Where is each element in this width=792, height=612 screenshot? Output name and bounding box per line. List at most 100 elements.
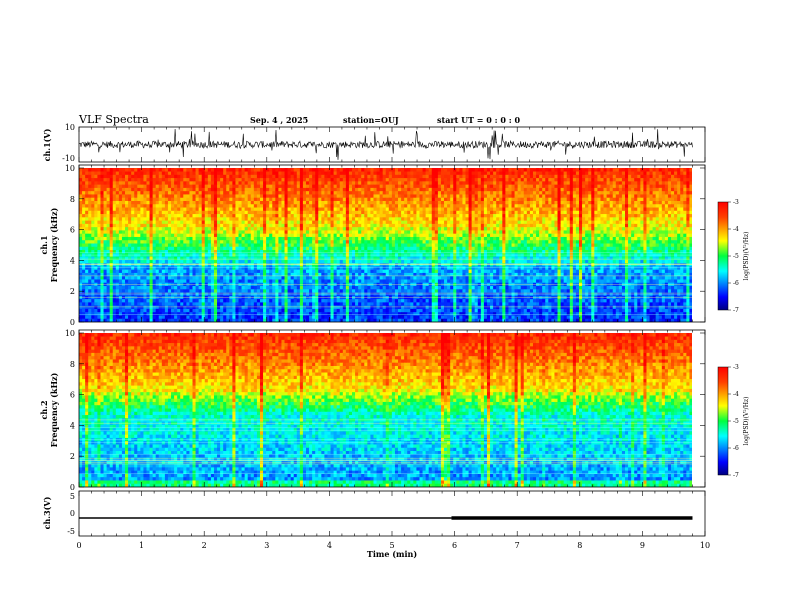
spectrogram-cell [364,220,368,225]
spectrogram-cell [539,194,543,199]
spectrogram-cell [250,168,255,169]
spectrogram-cell [560,200,565,205]
spectrogram-cell [269,168,273,172]
spectrogram-cell [118,207,123,212]
spectrogram-cell [554,191,558,195]
spectrogram-cell [410,227,414,231]
spectrogram-cell [352,236,356,241]
spectrogram-cell [422,236,427,241]
spectrogram-cell [241,227,246,231]
spectrogram-cell [180,217,184,221]
spectrogram-cell [637,210,641,215]
spectrogram-cell [385,210,390,215]
spectrogram-cell [551,191,555,195]
spectrogram-cell [655,223,660,228]
spectrogram-cell [94,214,98,218]
spectrogram-cell [85,200,89,205]
spectrogram-cell [259,214,264,218]
spectrogram-cell [367,233,371,238]
spectrogram-cell [189,168,193,172]
spectrogram-cell [391,214,396,218]
spectrogram-cell [198,204,203,208]
spectrogram-cell [615,191,620,195]
spectrogram-cell [566,227,571,231]
spectrogram-cell [603,214,607,218]
spectrogram-cell [281,171,285,176]
spectrogram-cell [382,191,387,195]
spectrogram-cell [204,181,209,186]
spectrogram-cell [621,227,626,231]
spectrogram-cell [477,233,482,238]
spectrogram-cell [569,184,574,189]
spectrogram-cell [339,223,344,228]
spectrogram-cell [238,194,242,199]
spectrogram-cell [689,178,692,182]
spectrogram-cell [373,204,377,208]
spectrogram-cell [333,191,338,195]
spectrogram-cell [134,194,138,199]
spectrogram-cell [134,214,138,218]
spectrogram-cell [529,214,534,218]
spectrogram-cell [658,184,663,189]
spectrogram-cell [370,191,374,195]
spectrogram-cell [118,181,123,186]
spectrogram-cell [250,187,255,192]
spectrogram-cell [588,194,592,199]
spectrogram-cell [477,194,482,199]
spectrogram-cell [256,230,261,235]
spectrogram-cell [612,230,617,235]
spectrogram-cell [158,227,163,231]
spectrogram-cell [582,233,586,238]
spectrogram-cell [204,171,209,176]
spectrogram-cell [348,217,353,221]
spectrogram-cell [177,220,181,225]
spectrogram-cell [615,210,620,215]
spectrogram-cell [352,227,356,231]
spectrogram-cell [293,197,298,202]
spectrogram-cell [560,168,565,172]
spectrogram-cell [352,168,356,169]
spectrogram-cell [198,174,203,179]
spectrogram-cell [505,174,509,179]
spectrogram-cell [612,204,617,208]
spectrogram-cell [628,191,632,195]
spectrogram-cell [207,223,212,228]
spectrogram-cell [269,233,273,238]
spectrogram-cell [612,191,617,195]
spectrogram-cell [94,230,98,235]
spectrogram-cell [259,220,264,225]
spectrogram-cell [140,191,144,195]
spectrogram-cell [367,174,371,179]
spectrogram-cell [490,171,494,176]
spectrogram-cell [171,168,175,172]
spectrogram-cell [649,178,654,182]
spectrogram-cell [312,204,316,208]
spectrogram-cell [238,197,242,202]
spectrogram-cell [450,236,454,241]
spectrogram-cell [542,227,546,231]
spectrogram-cell [655,207,660,212]
spectrogram-cell [140,223,144,228]
spectrogram-cell [269,184,273,189]
spectrogram-cell [333,197,338,202]
spectrogram-cell [244,184,249,189]
spectrogram-cell [134,187,138,192]
spectrogram-cell [551,243,555,248]
spectrogram-cell [514,171,519,176]
spectrogram-cell [468,174,473,179]
spectrogram-cell [542,240,546,244]
spectrogram-cell [85,194,89,199]
spectrogram-cell [683,184,687,189]
spectrogram-cell [140,174,144,179]
spectrogram-cell [143,233,147,238]
spectrogram-cell [520,236,525,241]
spectrogram-cell [523,181,528,186]
spectrogram-cell [195,230,200,235]
spectrogram-cell [204,214,209,218]
spectrogram-cell [220,214,224,218]
spectrogram-cell [606,171,611,176]
spectrogram-cell [195,220,200,225]
spectrogram-cell [569,243,574,248]
spectrogram-cell [529,220,534,225]
spectrogram-cell [91,171,95,176]
